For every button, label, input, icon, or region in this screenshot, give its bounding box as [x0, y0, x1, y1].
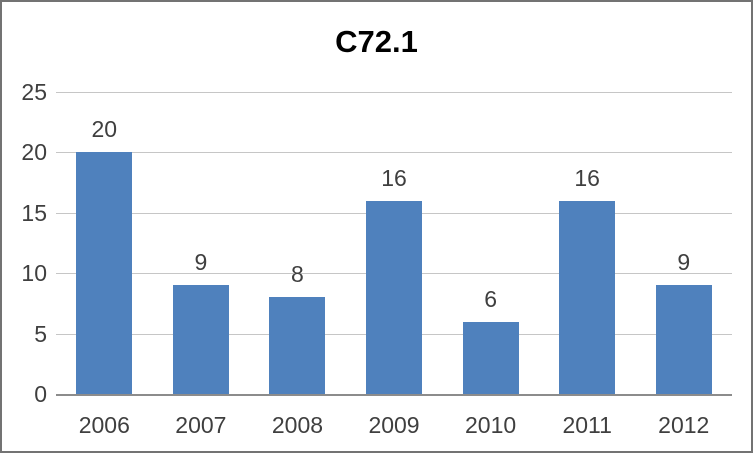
gridline	[56, 92, 732, 93]
bar-value-label: 6	[484, 285, 497, 312]
x-tick-label: 2007	[175, 412, 227, 438]
bar-value-label: 9	[194, 249, 208, 276]
gridline	[56, 152, 732, 154]
plot-area: 20 9 8 16 6 16 9	[56, 92, 732, 396]
bar-2009	[366, 200, 423, 394]
x-tick-label: 2011	[562, 412, 612, 438]
x-tick-label: 2006	[78, 412, 130, 438]
bar-2010	[462, 321, 519, 394]
bar-value-label: 8	[291, 261, 304, 288]
x-tick-label: 2010	[465, 412, 517, 438]
y-tick-label: 0	[34, 381, 47, 407]
bar-slot: 16	[346, 92, 443, 394]
y-axis-labels: 0 5 10 15 20 25	[2, 80, 47, 406]
bar-slot: 6	[442, 92, 539, 394]
y-tick-label: 15	[21, 199, 47, 226]
bar-2008	[269, 297, 326, 394]
bar-2006	[76, 152, 133, 394]
bar-slot: 8	[249, 92, 346, 394]
bar-slot: 16	[539, 92, 636, 394]
y-tick-label: 25	[21, 79, 47, 105]
bar-slot: 9	[153, 92, 250, 394]
chart-title: C72.1	[335, 24, 418, 59]
x-tick-label: 2008	[271, 412, 324, 438]
bar-2007	[172, 285, 229, 394]
bar-value-label: 9	[677, 249, 691, 276]
y-tick-label: 20	[21, 139, 47, 166]
x-tick-label: 2012	[658, 412, 710, 438]
x-axis-labels: 2006 2007 2008 2009 2010 2011 2012	[56, 411, 732, 439]
bar-value-label: 16	[381, 164, 407, 191]
bar-2012	[655, 285, 712, 394]
y-tick-label: 10	[21, 260, 47, 287]
x-tick-label: 2009	[368, 412, 420, 438]
bar-slot: 9	[635, 92, 732, 394]
y-tick-label: 5	[34, 320, 47, 347]
bar-2011	[559, 200, 616, 394]
x-axis-line	[56, 394, 732, 396]
bar-slots: 20 9 8 16 6 16 9	[56, 92, 732, 394]
bar-value-label: 20	[91, 116, 118, 143]
bar-slot: 20	[56, 92, 153, 394]
bar-value-label: 16	[574, 164, 600, 191]
